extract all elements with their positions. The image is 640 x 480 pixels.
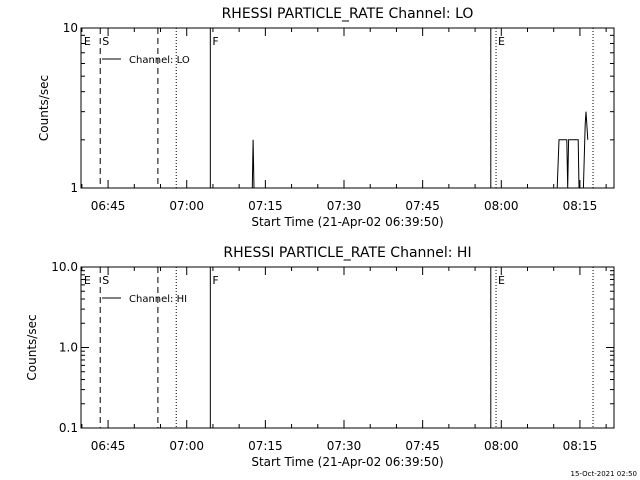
- panel-1-x-tick-label: 06:45: [91, 199, 126, 213]
- panel-1-x-tick-label: 08:15: [563, 199, 598, 213]
- panel-1-x-axis-label: Start Time (21-Apr-02 06:39:50): [251, 215, 443, 229]
- panel-2-x-tick-label: 06:45: [91, 439, 126, 453]
- panel-2-x-tick-label: 07:45: [405, 439, 440, 453]
- panel-1-x-tick-label: 07:45: [405, 199, 440, 213]
- panel-1-y-tick-label: 1: [70, 181, 78, 195]
- panel-1-plot-frame: [80, 27, 615, 189]
- panel-2-title: RHESSI PARTICLE_RATE Channel: HI: [223, 245, 471, 261]
- panel-2-legend-label: Channel: HI: [129, 294, 187, 305]
- panel-1-event-marker-label: F: [212, 35, 218, 48]
- panel-2-y-tick-label: 1.0: [59, 341, 78, 355]
- panel-2-x-tick-label: 07:30: [327, 439, 362, 453]
- panel-1-x-tick-label: 07:15: [248, 199, 283, 213]
- panel-2-y-axis-label: Counts/sec: [25, 314, 39, 380]
- panel-1-data-line: [556, 111, 589, 189]
- panel-1-event-marker-label: E: [84, 35, 91, 48]
- panel-2-x-tick-label: 07:00: [169, 439, 204, 453]
- panel-2-y-tick-label: 10.0: [51, 260, 78, 274]
- panel-1-x-tick-label: 07:00: [169, 199, 204, 213]
- panel-1-y-tick-label: 10: [63, 21, 78, 35]
- panel-2-event-marker-label: F: [212, 274, 218, 287]
- timestamp: 15-Oct-2021 02:50: [571, 470, 637, 478]
- panel-1-y-axis-label: Counts/sec: [37, 75, 51, 141]
- panel-2-event-marker-label: S: [102, 274, 109, 287]
- panel-2-y-tick-label: 0.1: [59, 421, 78, 435]
- panel-2-plot-frame: [80, 266, 615, 429]
- panel-1-x-tick-label: 08:00: [484, 199, 519, 213]
- panel-1-legend-label: Channel: LO: [129, 55, 190, 66]
- panel-1-title: RHESSI PARTICLE_RATE Channel: LO: [222, 6, 474, 22]
- panel-1-event-marker-label: S: [102, 35, 109, 48]
- panel-2-event-marker-label: E: [84, 274, 91, 287]
- panel-2-event-marker-label: E: [498, 274, 505, 287]
- panel-1-event-marker-label: E: [498, 35, 505, 48]
- panel-2-x-tick-label: 08:15: [563, 439, 598, 453]
- panel-2-x-tick-label: 08:00: [484, 439, 519, 453]
- panel-1-x-tick-label: 07:30: [327, 199, 362, 213]
- panel-1-data-line: [251, 139, 255, 189]
- panel-2-x-tick-label: 07:15: [248, 439, 283, 453]
- panel-2-x-axis-label: Start Time (21-Apr-02 06:39:50): [251, 455, 443, 469]
